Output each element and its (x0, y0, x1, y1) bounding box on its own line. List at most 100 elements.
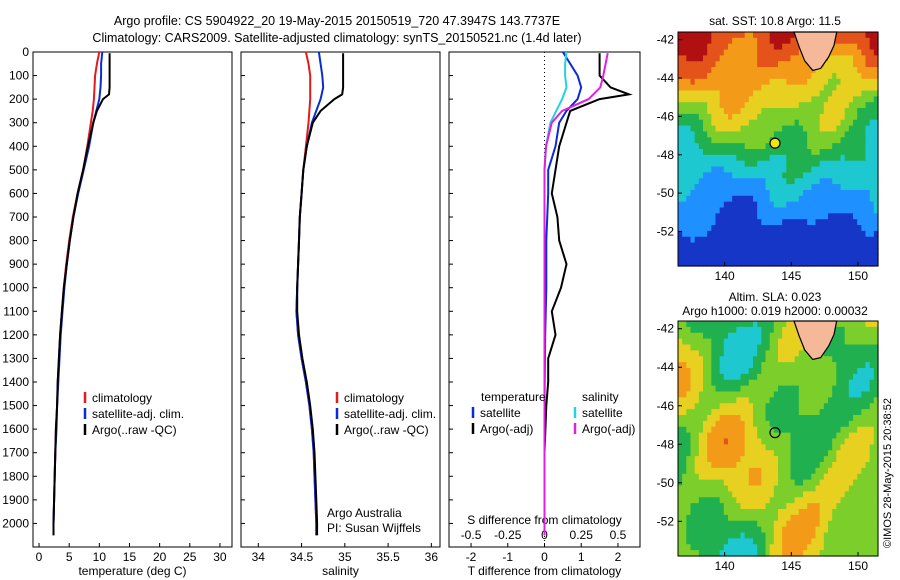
map-cell (678, 184, 683, 191)
map-cell (861, 473, 867, 481)
map-cell (736, 113, 742, 121)
map-cell (848, 61, 854, 68)
map-cell (757, 230, 762, 238)
map-cell (811, 450, 817, 457)
map-cell (836, 154, 842, 162)
map-cell (778, 473, 783, 481)
map-cell (823, 236, 829, 244)
map-cell (790, 385, 796, 393)
map-cell (744, 213, 750, 220)
map-cell (686, 338, 692, 346)
map-cell (757, 409, 762, 416)
map-cell (728, 462, 733, 469)
map-cell (848, 391, 854, 398)
map-cell (853, 207, 858, 214)
map-cell (732, 195, 737, 203)
map-cell (736, 397, 742, 404)
map-cell (807, 184, 812, 191)
map-cell (690, 254, 696, 261)
map-cell (819, 143, 825, 150)
map-cell (778, 503, 783, 510)
map-cell (786, 538, 792, 545)
map-cell (769, 350, 775, 357)
map-cell (723, 532, 729, 539)
map-cell (773, 321, 779, 328)
map-cell (798, 432, 804, 440)
map-cell (807, 201, 812, 209)
map-cell (798, 160, 804, 168)
map-cell (707, 137, 712, 144)
map-cell (678, 96, 683, 103)
map-cell (719, 397, 725, 404)
map-cell (853, 356, 858, 363)
map-cell (857, 491, 862, 498)
map-cell (732, 32, 737, 39)
x-tick-label: 34 (252, 550, 266, 564)
map-cell (715, 538, 721, 545)
map-cell (832, 84, 837, 92)
map-cell (778, 326, 783, 334)
map-cell (707, 37, 712, 45)
map-cell (853, 43, 858, 51)
map-cell (861, 37, 867, 45)
map-cell (865, 55, 871, 62)
map-cell (794, 450, 800, 457)
map-cell (744, 149, 750, 156)
map-cell (786, 189, 792, 197)
map-cell (723, 67, 729, 74)
map-cell (740, 397, 746, 404)
map-cell (711, 362, 717, 369)
map-cell (715, 260, 721, 267)
map-cell (857, 219, 862, 226)
map-cell (707, 260, 712, 267)
map-cell (753, 201, 758, 209)
map-cell (828, 248, 833, 255)
map-cell (686, 420, 692, 428)
map-cell (732, 78, 737, 86)
map-cell (678, 426, 683, 434)
map-cell (857, 520, 862, 528)
map-cell (711, 131, 717, 138)
map-cell (719, 332, 725, 340)
map-cell (757, 61, 762, 68)
map-cell (836, 444, 842, 451)
map-cell (732, 432, 737, 440)
map-cell (807, 72, 812, 80)
map-cell (744, 356, 750, 363)
map-cell (869, 108, 875, 115)
map-cell (682, 213, 687, 220)
map-cell (715, 426, 721, 434)
map-cell (744, 137, 750, 144)
map-cell (748, 43, 754, 51)
map-cell (819, 362, 825, 369)
map-cell (736, 207, 742, 214)
map-cell (711, 385, 717, 393)
imos-timestamp: ©IMOS 28-May-2015 20:38:52 (882, 398, 894, 548)
map-cell (803, 78, 808, 86)
map-cell (728, 332, 733, 340)
map-cell (815, 438, 821, 445)
map-cell (761, 379, 767, 387)
map-cell (807, 356, 812, 363)
map-cell (857, 201, 862, 209)
map-cell (857, 409, 862, 416)
map-cell (736, 219, 742, 226)
map-cell (694, 550, 700, 557)
map-cell (711, 491, 717, 498)
map-cell (873, 119, 879, 127)
map-cell (861, 368, 867, 375)
map-cell (869, 248, 875, 255)
map-cell (807, 373, 812, 381)
map-cell (740, 362, 746, 369)
map-cell (836, 207, 842, 214)
map-cell (782, 55, 787, 62)
map-cell (786, 362, 792, 369)
map-cell (873, 385, 879, 393)
map-cell (732, 149, 737, 156)
map-cell (857, 154, 862, 162)
map-cell (832, 432, 837, 440)
map-cell (848, 172, 854, 179)
map-cell (698, 108, 704, 115)
y-tick-label: -48 (657, 437, 675, 451)
map-cell (773, 236, 779, 244)
